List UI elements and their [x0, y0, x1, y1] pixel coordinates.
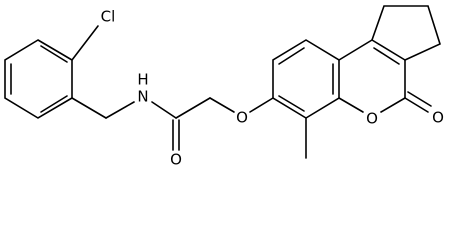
double-bond — [40, 95, 68, 113]
bonds — [4, 5, 441, 159]
double-bond — [278, 95, 305, 112]
atom-label: H — [137, 71, 148, 89]
page: {"atom_labels": ["Cl", "H", "N", "O", "O… — [4, 5, 444, 169]
bond — [371, 39, 406, 61]
double-bond — [278, 47, 305, 65]
bond-n-c — [151, 101, 177, 119]
bond-c-o — [404, 97, 429, 113]
benzene-ring — [272, 39, 340, 119]
bond-c-n — [105, 101, 135, 119]
double-bond-c-o — [407, 91, 432, 107]
atom-label: O — [236, 109, 248, 127]
atom-label: Cl — [101, 8, 116, 26]
bond-c-o — [209, 97, 235, 113]
molecule-diagram: Cl H N O O O O — [4, 5, 444, 169]
bond-c-cl — [71, 25, 99, 61]
benzene-ring — [4, 39, 73, 119]
atom-label: O — [366, 110, 378, 128]
bond-o-c — [380, 97, 406, 113]
atom-label: N — [137, 88, 148, 106]
bond-o-c — [249, 97, 274, 113]
double-bond — [373, 47, 400, 65]
cyclopentane — [371, 5, 441, 61]
bond — [175, 97, 211, 119]
atom-labels: Cl H N O O O O — [101, 8, 444, 169]
bond — [338, 39, 373, 61]
atom-label: O — [432, 109, 444, 127]
bond-c-o — [338, 97, 364, 113]
bond — [71, 97, 107, 119]
double-bond — [40, 45, 68, 63]
atom-label: O — [170, 151, 182, 169]
